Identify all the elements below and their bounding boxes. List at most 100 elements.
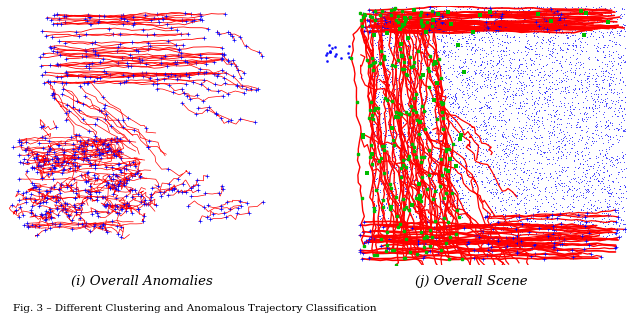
Point [513,21,523,27]
Point [592,207,602,212]
Point [488,64,498,69]
Point [473,124,483,129]
Point [466,149,477,154]
Point [379,202,389,207]
Point [537,121,547,126]
Point [394,200,404,205]
Point [542,223,552,228]
Point [594,64,604,69]
Point [558,76,568,81]
Point [396,155,406,160]
Point [489,19,499,24]
Point [428,6,439,11]
Point [373,200,383,205]
Point [471,131,482,136]
Point [567,142,577,147]
Point [395,72,405,77]
Point [387,144,397,149]
Point [604,190,614,195]
Point [394,148,404,153]
Point [401,15,411,20]
Point [511,106,521,111]
Point [374,142,384,147]
Point [521,201,532,206]
Point [528,192,538,198]
Point [393,98,403,103]
Point [572,186,582,191]
Point [543,199,553,204]
Point [370,74,380,79]
Point [427,151,437,156]
Point [528,205,538,210]
Point [551,109,561,114]
Point [374,109,384,114]
Point [519,87,529,92]
Point [491,191,501,196]
Point [470,97,480,102]
Point [462,163,472,168]
Point [374,78,384,83]
Point [434,83,444,88]
Point [420,149,430,155]
Point [540,90,550,95]
Point [490,89,501,94]
Point [439,198,449,203]
Point [386,139,396,144]
Point [411,63,422,68]
Point [599,115,609,120]
Point [545,95,556,100]
Point [612,170,623,175]
Point [435,57,445,62]
Point [486,6,496,11]
Point [545,216,556,221]
Point [325,49,335,54]
Point [419,5,429,10]
Point [530,227,540,232]
Point [426,95,436,100]
Point [432,60,442,65]
Point [391,142,401,147]
Point [499,49,509,54]
Point [453,112,463,117]
Point [382,205,392,210]
Point [443,94,453,99]
Point [544,56,554,61]
Point [529,101,539,106]
Point [415,213,425,218]
Point [398,149,408,154]
Point [540,193,550,198]
Point [375,146,386,151]
Point [600,123,611,128]
Point [383,90,393,95]
Point [603,123,613,128]
Point [427,122,437,127]
Point [530,230,540,235]
Point [545,222,556,227]
Point [593,171,604,176]
Point [416,45,426,50]
Point [560,104,570,109]
Point [452,22,462,27]
Point [504,157,514,162]
Point [585,34,595,39]
Point [511,192,521,198]
Point [611,9,621,14]
Point [532,40,542,45]
Point [371,132,381,137]
Point [518,161,528,167]
Point [429,202,439,207]
Point [500,180,510,185]
Point [566,62,576,67]
Point [415,204,425,210]
Point [597,100,607,105]
Point [398,173,408,178]
Point [562,8,573,13]
Point [429,184,439,189]
Point [581,187,591,192]
Point [418,183,428,188]
Point [413,21,423,27]
Point [509,34,520,39]
Point [475,106,485,111]
Point [448,62,458,67]
Point [375,121,386,126]
